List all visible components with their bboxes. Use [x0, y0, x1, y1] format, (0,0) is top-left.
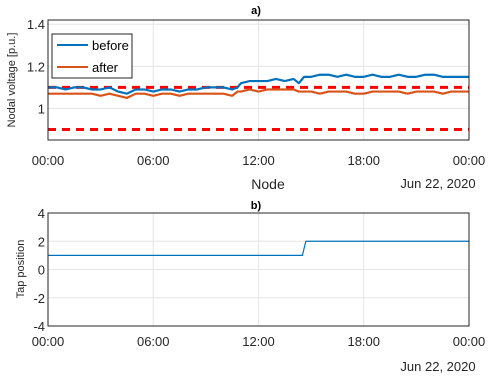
- panel-a-series: [48, 73, 469, 99]
- panel-b-x-tick-label: 12:00: [242, 334, 275, 349]
- panel-b-y-axis-label: Tap position: [15, 240, 27, 299]
- panel-a-x-tick-label: 18:00: [347, 153, 380, 168]
- series-before-line: [48, 73, 469, 95]
- panel-b-y-tick-label: -4: [33, 319, 45, 334]
- series-after-line: [48, 88, 469, 99]
- panel-a-y-ticks: 1 1.2 1.4: [27, 17, 45, 116]
- panel-a-chart: 00:00 06:00 12:00 18:00 00:00 1 1.2 1.4 before…: [6, 17, 485, 192]
- panel-b-axes-box: [47, 212, 470, 327]
- panel-a-x-tick-label: 12:00: [242, 153, 275, 168]
- panel-a-x-tick-label: 06:00: [137, 153, 170, 168]
- panel-b-y-tick-label: 4: [38, 206, 45, 221]
- panel-a-limit-lines: [48, 85, 469, 131]
- panel-a-y-tick-label: 1.4: [27, 17, 45, 32]
- panel-b-series: [48, 240, 469, 256]
- panel-a-y-tick-label: 1: [38, 101, 45, 116]
- panel-b-y-tick-label: 2: [38, 234, 45, 249]
- panel-b-title: b): [251, 200, 262, 212]
- panel-b-x-tick-label: 18:00: [347, 334, 380, 349]
- tap-position-line: [48, 240, 469, 256]
- panel-b-date-label: Jun 22, 2020: [400, 359, 475, 374]
- panel-b-x-ticks: 00:00 06:00 12:00 18:00 00:00: [32, 334, 486, 349]
- panel-a-x-tick-label: 00:00: [453, 153, 486, 168]
- panel-a-x-tick-label: 00:00: [32, 153, 65, 168]
- panel-b-x-tick-label: 00:00: [32, 334, 65, 349]
- panel-b-chart: 00:00 06:00 12:00 18:00 00:00 -4 -2 0 2 4 Tap po…: [15, 206, 485, 374]
- legend-after-label: after: [92, 60, 119, 75]
- panel-a-x-axis-label: Node: [251, 176, 285, 192]
- panel-b-y-tick-label: 0: [38, 263, 45, 278]
- panel-a-y-axis-label: Nodal voltage [p.u.]: [6, 33, 18, 128]
- panel-a-date-label: Jun 22, 2020: [400, 176, 475, 191]
- panel-a-title: a): [251, 5, 261, 17]
- panel-b-x-tick-label: 00:00: [453, 334, 486, 349]
- legend-box: [51, 33, 133, 79]
- panel-b-x-tick-label: 06:00: [137, 334, 170, 349]
- panel-a-legend: before after: [51, 33, 133, 79]
- legend-before-label: before: [92, 38, 129, 53]
- panel-a-axes-box: [47, 19, 470, 141]
- panel-a-y-tick-label: 1.2: [27, 59, 45, 74]
- panel-b-y-ticks: -4 -2 0 2 4: [33, 206, 45, 334]
- panel-b-y-tick-label: -2: [33, 291, 45, 306]
- panel-a-x-ticks: 00:00 06:00 12:00 18:00 00:00: [32, 153, 486, 168]
